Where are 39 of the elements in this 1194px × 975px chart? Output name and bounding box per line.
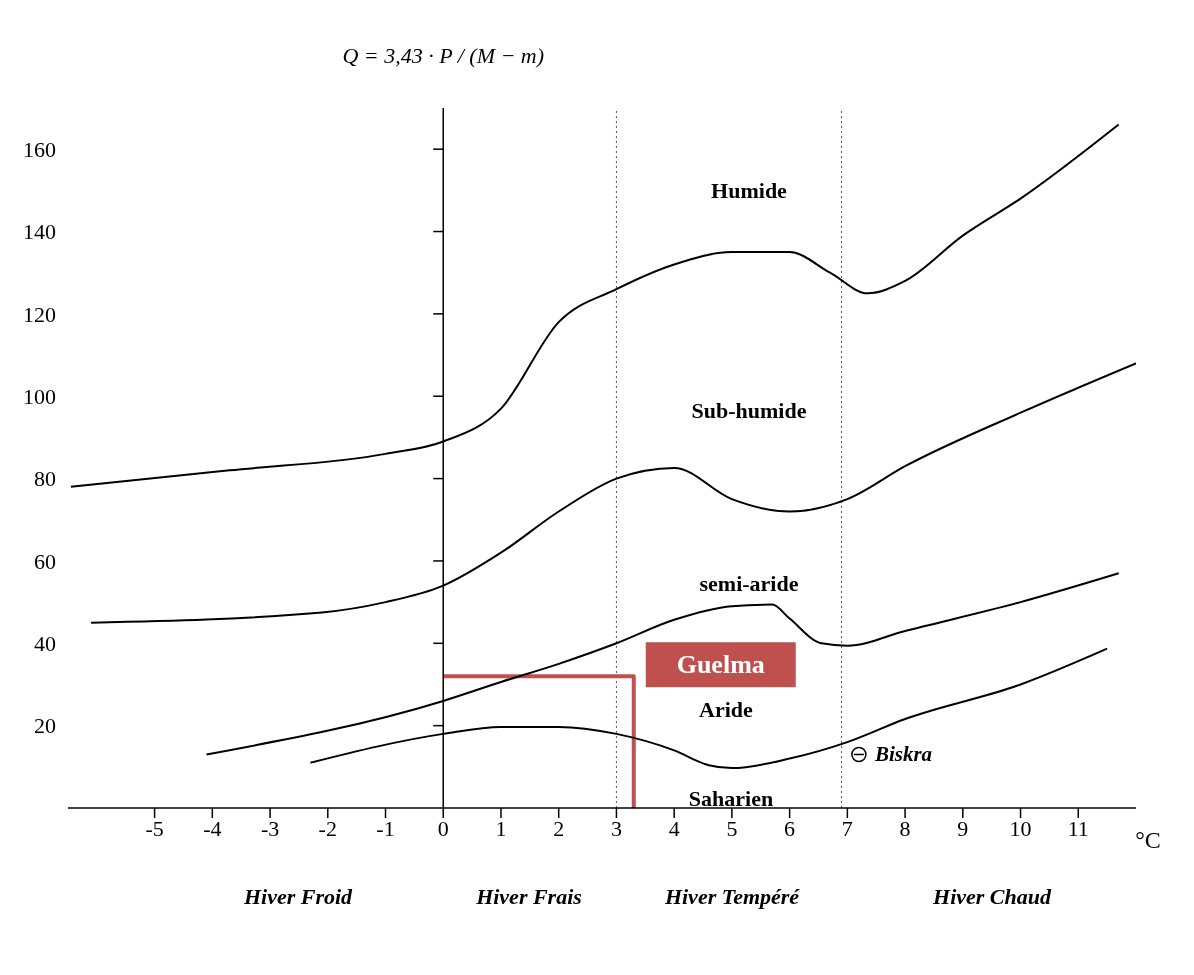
y-tick-label: 140 <box>23 219 56 245</box>
annotation: Aride <box>699 696 754 722</box>
y-tick-label: 120 <box>23 301 56 327</box>
x-tick-label: 8 <box>899 815 911 841</box>
x-tick-label: 5 <box>726 815 738 841</box>
x-tick-label: -5 <box>145 815 164 841</box>
name-box: Guelma <box>645 642 796 688</box>
x-tick-label: 3 <box>610 815 622 841</box>
text: Hiver Frais <box>475 883 582 909</box>
x-tick-label: 1 <box>495 815 507 841</box>
x-tick-label: 2 <box>553 815 565 841</box>
x-tick-label: 4 <box>668 815 680 841</box>
y-tick-label: 60 <box>34 548 56 574</box>
x-tick-label: -2 <box>318 815 337 841</box>
y-tick-label: 100 <box>23 384 56 410</box>
x-tick-label: 9 <box>957 815 969 841</box>
series-label: Guelma <box>676 650 765 680</box>
annotation: Saharien <box>688 785 774 811</box>
x-tick-label: -3 <box>260 815 280 841</box>
y-axis-title: Q = 3,43 · P / (M − m) <box>342 43 545 68</box>
x-axis-title: °C <box>1135 827 1161 853</box>
annotation: Biskra <box>873 742 933 767</box>
y-tick-label: 40 <box>34 631 56 657</box>
annotation: Humide <box>711 177 788 203</box>
text: Hiver Chaud <box>932 883 1052 909</box>
text: Hiver Tempéré <box>663 883 801 909</box>
x-tick-label: 7 <box>841 815 853 841</box>
x-tick-label: 0 <box>437 815 449 841</box>
x-tick-label: 6 <box>784 815 796 841</box>
annotation: semi-aride <box>699 570 799 596</box>
x-tick-label: -1 <box>376 815 395 841</box>
x-tick-label: 11 <box>1067 815 1089 841</box>
text: Hiver Froid <box>242 883 354 909</box>
y-tick-label: 160 <box>23 136 56 162</box>
y-tick-label: 80 <box>34 466 56 492</box>
annotation: Sub-humide <box>691 397 807 423</box>
y-tick-label: 20 <box>34 713 56 739</box>
x-tick-label: -4 <box>203 815 222 841</box>
x-tick-label: 10 <box>1009 815 1032 841</box>
